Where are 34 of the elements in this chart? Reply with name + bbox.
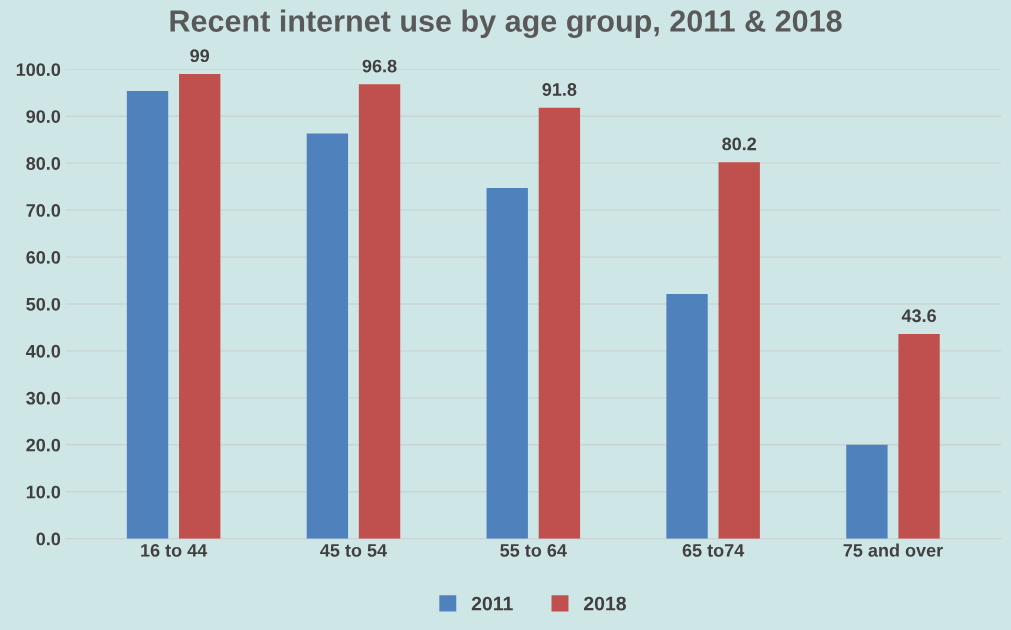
bar [358, 84, 401, 539]
y-tick-label: 0.0 [36, 532, 61, 546]
y-tick-label: 30.0 [26, 391, 61, 405]
x-tick-label: 75 and over [843, 543, 943, 557]
chart-title: Recent internet use by age group, 2011 & 2018 [170, 9, 842, 39]
x-tick-label: 65 to74 [682, 543, 745, 557]
bar [306, 133, 349, 539]
bar [126, 90, 169, 539]
y-tick-label: 90.0 [26, 110, 61, 123]
bar [846, 444, 888, 539]
data-label: 91.8 [542, 83, 577, 96]
y-tick-label: 80.0 [26, 157, 61, 170]
data-label: 80.2 [722, 137, 757, 151]
y-tick-label: 40.0 [25, 344, 61, 358]
y-tick-label: 70.0 [26, 204, 61, 217]
bar [666, 294, 708, 539]
x-tick-label: 45 to 54 [320, 544, 387, 557]
x-tick-label: 16 to 44 [141, 543, 208, 557]
bar [179, 73, 221, 539]
data-label: 96.8 [362, 59, 397, 73]
bar [486, 188, 528, 539]
legend-label: 2011 [471, 596, 513, 611]
x-tick-label: 55 to 64 [500, 543, 567, 557]
y-tick-label: 20.0 [26, 438, 61, 452]
legend-label: 2018 [584, 596, 626, 611]
y-tick-label: 100.0 [16, 63, 61, 77]
data-label: 43.6 [901, 309, 936, 323]
y-tick-label: 60.0 [26, 250, 61, 264]
bar [538, 107, 581, 539]
bar [898, 334, 940, 539]
y-tick-label: 50.0 [26, 297, 61, 311]
data-label: 99 [190, 49, 210, 63]
bar [718, 162, 760, 539]
y-tick-label: 10.0 [26, 485, 61, 499]
